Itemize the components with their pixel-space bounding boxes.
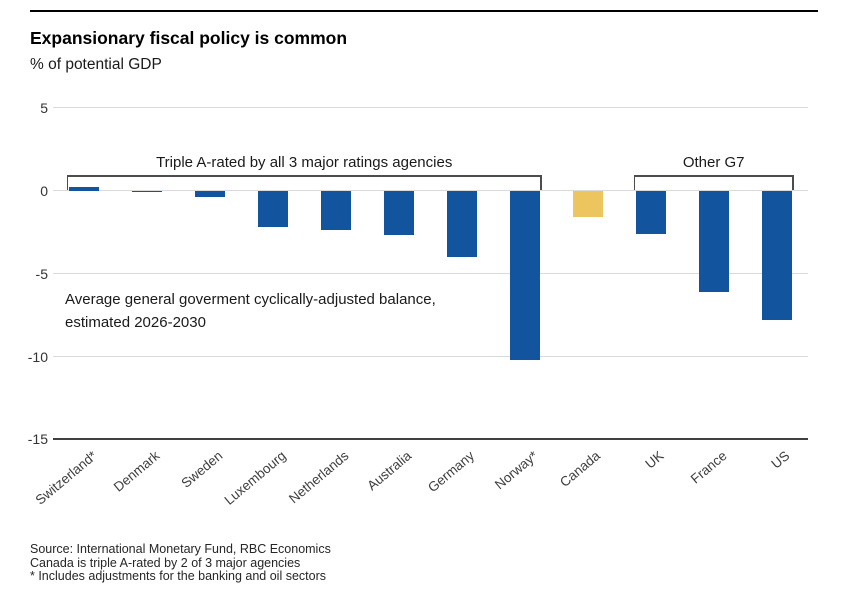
footnote-canada-rating: Canada is triple A-rated by 2 of 3 major…: [30, 555, 301, 570]
bar-denmark: [131, 190, 162, 193]
x-tick-label: Germany: [425, 448, 478, 496]
x-tick-label: Sweden: [178, 448, 226, 491]
bar-us: [761, 190, 792, 320]
bar-uk: [635, 190, 666, 234]
x-tick-label: Switzerland*: [32, 448, 100, 508]
bar-sweden: [194, 190, 225, 198]
footnote-asterisk: * Includes adjustments for the banking a…: [30, 569, 327, 583]
x-tick-label: UK: [642, 448, 667, 472]
annotation-line-2: estimated 2026-2030: [65, 314, 206, 331]
chart-title: Expansionary fiscal policy is common: [30, 28, 348, 48]
bar-luxembourg: [257, 190, 288, 228]
x-tick-label: Luxembourg: [221, 448, 289, 508]
gridline: [53, 190, 808, 192]
chart-annotation: Average general goverment cyclically-adj…: [65, 288, 436, 334]
y-tick-label: -15: [27, 431, 48, 448]
gridline: [53, 273, 808, 275]
bar-norway: [509, 190, 540, 360]
bar-australia: [383, 190, 414, 236]
x-tick-label: Netherlands: [285, 448, 352, 507]
x-tick-label: Denmark: [110, 448, 163, 495]
group-bracket-label-0: Triple A-rated by all 3 major ratings ag…: [156, 154, 453, 171]
group-bracket-1-left-tick: [633, 175, 636, 190]
chart-subtitle: % of potential GDP: [30, 56, 162, 73]
y-tick-label: -10: [27, 348, 48, 365]
x-tick-label: Norway*: [491, 448, 541, 493]
bar-france: [698, 190, 729, 292]
group-bracket-0-left-tick: [66, 175, 69, 190]
y-tick-label: 5: [40, 99, 48, 116]
group-bracket-0-right-tick: [540, 175, 542, 190]
bar-canada: [572, 190, 603, 218]
x-tick-label: France: [687, 448, 730, 487]
bar-netherlands: [320, 190, 351, 231]
bar-switzerland: [68, 187, 99, 191]
footnotes: Source: International Monetary Fund, RBC…: [30, 542, 331, 584]
y-tick-label: -5: [35, 265, 48, 282]
y-tick-label: 0: [40, 182, 48, 199]
bar-germany: [446, 190, 477, 257]
footnote-source: Source: International Monetary Fund, RBC…: [30, 542, 331, 556]
x-tick-label: US: [768, 448, 793, 472]
group-bracket-label-1: Other G7: [682, 154, 745, 171]
group-bracket-0-top: [66, 175, 542, 177]
x-tick-label: Australia: [364, 448, 415, 494]
group-bracket-1-top: [633, 175, 794, 177]
group-bracket-1-right-tick: [792, 175, 794, 190]
annotation-line-1: Average general goverment cyclically-adj…: [65, 291, 436, 308]
gridline: [53, 356, 808, 357]
top-border-rule: [30, 10, 818, 12]
gridline: [53, 107, 808, 109]
x-axis-line: [53, 438, 808, 441]
x-tick-label: Canada: [557, 448, 604, 490]
